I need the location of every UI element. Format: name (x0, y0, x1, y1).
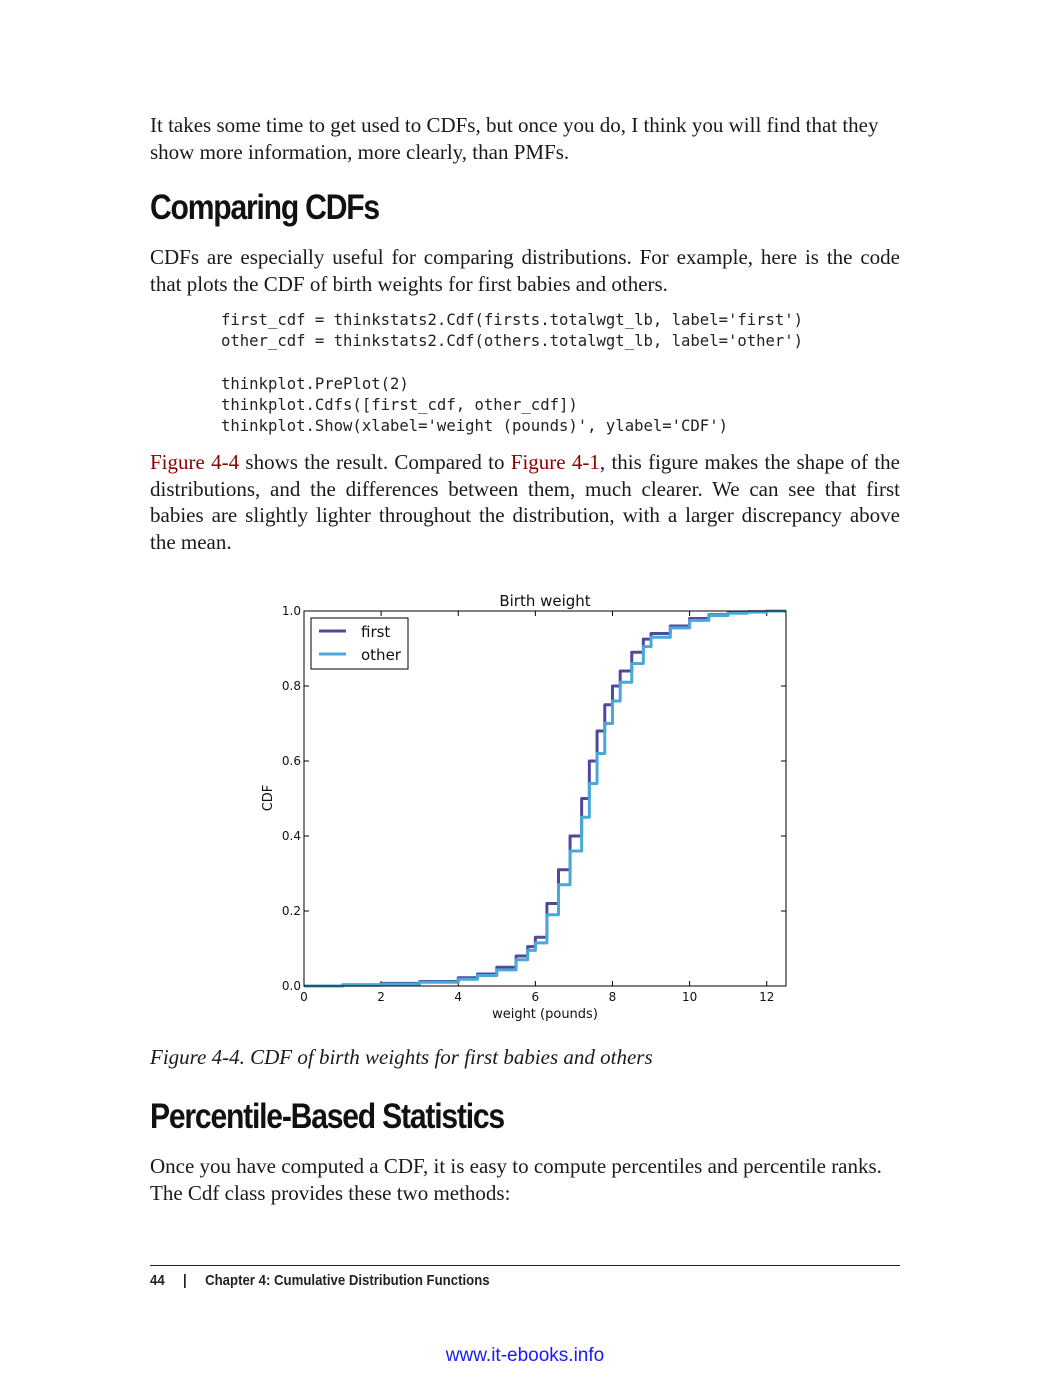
y-axis-label: CDF (261, 785, 276, 812)
intro-paragraph: It takes some time to get used to CDFs, … (150, 113, 879, 164)
y-tick-label: 1.0 (282, 604, 301, 618)
plot-frame (303, 610, 787, 987)
section-heading-comparing-cdfs: Comparing CDFs (150, 188, 380, 227)
section-heading-percentile: Percentile-Based Statistics (150, 1097, 505, 1136)
percentile-paragraph: Once you have computed a CDF, it is easy… (150, 1154, 882, 1205)
code-line: thinkplot.Cdfs([first_cdf, other_cdf]) (221, 395, 578, 414)
code-line: other_cdf = thinkstats2.Cdf(others.total… (221, 332, 804, 351)
figure-4-1-link[interactable]: Figure 4-1 (510, 450, 600, 474)
x-tick-label: 2 (377, 990, 385, 1004)
page-number: 44 (150, 1272, 165, 1289)
y-tick-label: 0.2 (282, 904, 301, 918)
figure-4-4-link[interactable]: Figure 4-4 (150, 450, 240, 474)
footer-rule (150, 1265, 900, 1266)
watermark-link[interactable]: www.it-ebooks.info (445, 1345, 605, 1366)
x-tick-label: 6 (532, 990, 540, 1004)
x-tick-label: 10 (682, 990, 697, 1004)
result-text: shows the result. Compared to (239, 450, 511, 474)
x-tick-label: 0 (300, 990, 308, 1004)
y-tick-label: 0.0 (282, 979, 301, 993)
result-paragraph: Figure 4-4 shows the result. Compared to… (150, 449, 900, 555)
x-tick-label: 8 (609, 990, 617, 1004)
legend-box (310, 617, 409, 670)
legend-label-other: other (361, 646, 402, 664)
code-line: thinkplot.PrePlot(2) (221, 374, 409, 393)
comparing-paragraph: CDFs are especially useful for comparing… (150, 245, 900, 296)
y-tick-label: 0.6 (282, 754, 301, 768)
figure-caption: Figure 4-4. CDF of birth weights for fir… (150, 1045, 653, 1069)
x-axis-label: weight (pounds) (492, 1007, 598, 1022)
footer-separator: | (183, 1272, 187, 1289)
chapter-title: Chapter 4: Cumulative Distribution Funct… (205, 1272, 490, 1289)
birth-weight-cdf-chart: Birth weight 0 2 4 6 8 10 12 0.0 0.2 0.4 0.6 0.8 1.0… (261, 592, 787, 1022)
x-tick-label: 12 (759, 990, 774, 1004)
code-line: first_cdf = thinkstats2.Cdf(firsts.total… (221, 311, 804, 329)
y-tick-label: 0.8 (282, 679, 301, 693)
result-text: , this figure makes the shape of the dis… (150, 450, 900, 554)
code-line: thinkplot.Show(xlabel='weight (pounds)',… (221, 417, 728, 436)
x-tick-label: 4 (454, 990, 462, 1004)
legend-label-first: first (361, 623, 390, 641)
chart-title: Birth weight (499, 592, 590, 610)
legend: first other (310, 617, 409, 670)
page-footer: 44 | Chapter 4: Cumulative Distribution … (150, 1272, 490, 1289)
y-tick-label: 0.4 (282, 829, 301, 843)
code-block: first_cdf = thinkstats2.Cdf(firsts.total… (221, 310, 803, 437)
series-line-other (304, 609, 786, 988)
